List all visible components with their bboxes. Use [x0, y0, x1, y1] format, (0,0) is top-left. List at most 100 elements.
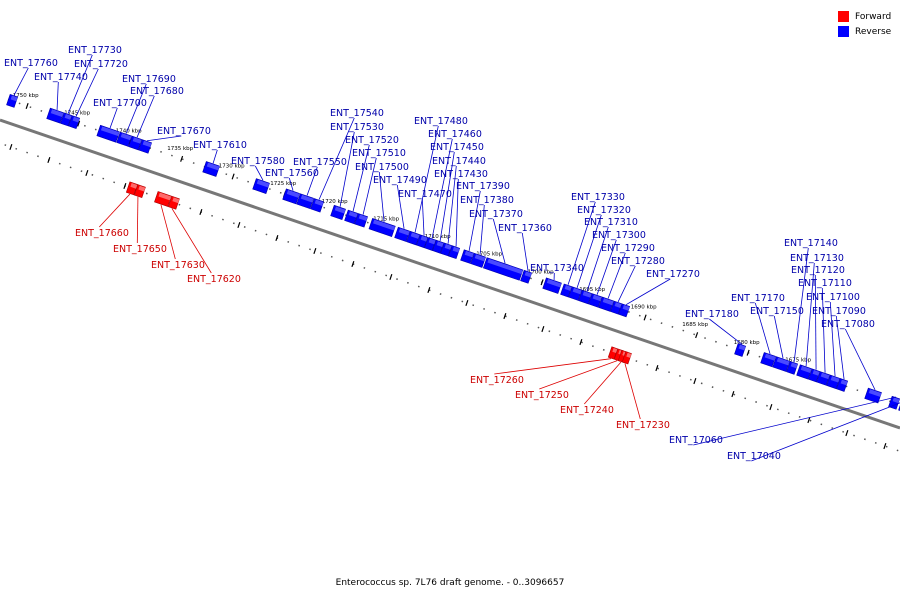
leader-line — [521, 232, 529, 272]
gene-label[interactable]: ENT_17660 — [75, 228, 129, 239]
gene-label[interactable]: ENT_17500 — [355, 162, 409, 173]
gene-label[interactable]: ENT_17090 — [812, 306, 866, 317]
gene-glyph-highlight — [612, 347, 618, 354]
gene-label[interactable]: ENT_17700 — [93, 98, 147, 109]
scale-tick-label: 1740 kbp — [116, 128, 142, 134]
minor-tick — [503, 312, 507, 320]
leader-line — [362, 157, 377, 215]
gene-label[interactable]: ENT_17130 — [790, 253, 844, 264]
scale-tick-label: 1750 kbp — [13, 93, 39, 99]
gene-label[interactable]: ENT_17310 — [584, 217, 638, 228]
minor-tick — [275, 234, 279, 242]
gene-glyph-highlight — [582, 291, 592, 298]
scale-tick — [77, 120, 81, 127]
scale-tick — [695, 332, 699, 339]
gene-label[interactable]: ENT_17150 — [750, 306, 804, 317]
gene-label[interactable]: ENT_17510 — [352, 148, 406, 159]
gene-label[interactable]: ENT_17170 — [731, 293, 785, 304]
gene-label[interactable]: ENT_17560 — [265, 168, 319, 179]
gene-label[interactable]: ENT_17520 — [345, 135, 399, 146]
leader-line — [13, 67, 29, 96]
gene-label[interactable]: ENT_17390 — [456, 181, 510, 192]
gene-label[interactable]: ENT_17180 — [685, 309, 739, 320]
gene-label[interactable]: ENT_17110 — [798, 278, 852, 289]
gene-label[interactable]: ENT_17490 — [373, 175, 427, 186]
gene-label[interactable]: ENT_17260 — [470, 375, 524, 386]
gene-glyph-highlight — [10, 95, 18, 102]
gene-features — [6, 94, 900, 411]
leader-line — [431, 138, 453, 239]
gene-label[interactable]: ENT_17440 — [432, 156, 486, 167]
minor-tick — [237, 221, 241, 229]
gene-label[interactable]: ENT_17370 — [469, 209, 523, 220]
leader-line — [793, 247, 809, 363]
gene-label[interactable]: ENT_17550 — [293, 157, 347, 168]
gene-label[interactable]: ENT_17320 — [577, 205, 631, 216]
gene-label[interactable]: ENT_17730 — [68, 45, 122, 56]
gene-label[interactable]: ENT_17330 — [571, 192, 625, 203]
gene-label[interactable]: ENT_17240 — [560, 405, 614, 416]
gene-label[interactable]: ENT_17580 — [231, 156, 285, 167]
leader-line — [479, 204, 485, 255]
gene-label[interactable]: ENT_17720 — [74, 59, 128, 70]
gene-label[interactable]: ENT_17740 — [34, 72, 88, 83]
gene-label[interactable]: ENT_17680 — [130, 86, 184, 97]
gene-glyph-highlight — [410, 232, 420, 239]
gene-label[interactable]: ENT_17470 — [398, 189, 452, 200]
gene-label[interactable]: ENT_17250 — [515, 390, 569, 401]
gene-glyph-highlight — [300, 194, 314, 203]
gene-label[interactable]: ENT_17360 — [498, 223, 552, 234]
gene-label[interactable]: ENT_17040 — [727, 451, 781, 462]
gene-glyph-highlight — [436, 241, 444, 248]
gene-glyph-highlight — [820, 372, 830, 380]
gene-label[interactable]: ENT_17270 — [646, 269, 700, 280]
gene-label[interactable]: ENT_17620 — [187, 274, 241, 285]
reverse-swatch — [838, 26, 849, 37]
gene-label[interactable]: ENT_17120 — [791, 265, 845, 276]
gene-glyph-highlight — [626, 352, 632, 358]
gene-label[interactable]: ENT_17230 — [616, 420, 670, 431]
gene-label[interactable]: ENT_17100 — [806, 292, 860, 303]
leader-line — [754, 302, 771, 355]
scale-tick — [231, 173, 235, 180]
gene-label[interactable]: ENT_17650 — [113, 244, 167, 255]
minor-tick — [199, 208, 203, 216]
gene-label[interactable]: ENT_17450 — [430, 142, 484, 153]
gene-label[interactable]: ENT_17480 — [414, 116, 468, 127]
gene-label[interactable]: ENT_17630 — [151, 260, 205, 271]
gene-label[interactable]: ENT_17610 — [193, 140, 247, 151]
gene-label[interactable]: ENT_17380 — [460, 195, 514, 206]
gene-glyph-highlight — [72, 116, 80, 123]
gene-label[interactable]: ENT_17340 — [530, 263, 584, 274]
gene-label[interactable]: ENT_17530 — [330, 122, 384, 133]
gene-label[interactable]: ENT_17690 — [122, 74, 176, 85]
leader-line — [709, 318, 743, 345]
gene-label[interactable]: ENT_17430 — [434, 169, 488, 180]
gene-glyph-highlight — [50, 109, 64, 117]
gene-label[interactable]: ENT_17140 — [784, 238, 838, 249]
gene-label[interactable]: ENT_17290 — [601, 243, 655, 254]
backbone-line — [0, 118, 900, 430]
gene-glyph-highlight — [444, 244, 452, 250]
leader-line — [136, 196, 139, 244]
leader-line — [805, 262, 815, 367]
gene-glyph-highlight — [572, 287, 582, 295]
legend: Forward Reverse — [838, 9, 891, 39]
gene-label[interactable]: ENT_17670 — [157, 126, 211, 137]
gene-label[interactable]: ENT_17760 — [4, 58, 58, 69]
gene-label[interactable]: ENT_17080 — [821, 319, 875, 330]
gene-label[interactable]: ENT_17060 — [669, 435, 723, 446]
leader-line — [318, 117, 355, 200]
gene-label[interactable]: ENT_17300 — [592, 230, 646, 241]
minor-tick — [845, 430, 849, 437]
gene-label[interactable]: ENT_17540 — [330, 108, 384, 119]
gene-label[interactable]: ENT_17460 — [428, 129, 482, 140]
leader-line — [421, 198, 425, 236]
leader-line — [339, 131, 355, 207]
leader-line — [136, 95, 155, 138]
gene-label[interactable]: ENT_17280 — [611, 256, 665, 267]
scale-tick-label: 1730 kbp — [219, 164, 245, 170]
leader-line — [607, 252, 626, 299]
scale-tick-label: 1685 kbp — [682, 322, 708, 328]
